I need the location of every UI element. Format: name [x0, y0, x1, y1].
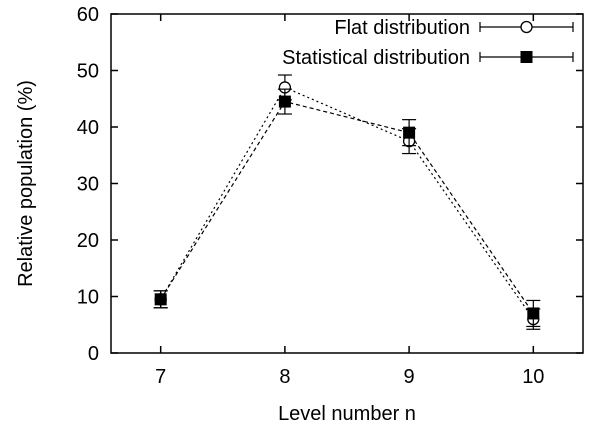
data-point-1-2: [403, 126, 416, 139]
series-statistical: [153, 88, 541, 328]
legend-label-flat: Flat distribution: [334, 17, 470, 39]
legend-marker-0: [520, 20, 533, 34]
x-tick-label-7: 7: [155, 366, 166, 388]
legend-label-statistical: Statistical distribution: [282, 47, 470, 69]
axis-ticks: [111, 13, 583, 354]
x-axis-title: Level number n: [278, 403, 416, 425]
x-tick-label-9: 9: [404, 366, 415, 388]
y-axis-title: Relative population (%): [15, 80, 37, 287]
y-tick-label-0: 0: [88, 343, 99, 365]
axis-tick-labels: 0 10 20 30 40 50 60 7 8 9 10: [77, 4, 545, 388]
y-tick-label-30: 30: [77, 174, 99, 196]
legend-marker-1: [520, 51, 533, 63]
legend: Flat distribution Statistical distributi…: [282, 17, 574, 69]
y-tick-label-50: 50: [77, 61, 99, 83]
data-point-1-1: [278, 95, 291, 108]
x-tick-label-8: 8: [279, 366, 290, 388]
series-flat: [153, 74, 541, 330]
y-tick-label-10: 10: [77, 287, 99, 309]
legend-sample-statistical: [479, 51, 574, 63]
legend-sample-flat: [479, 20, 574, 34]
series-line-1: [160, 100, 534, 314]
y-tick-label-60: 60: [77, 4, 99, 26]
series-layer: [153, 74, 541, 330]
series-line-0: [160, 86, 534, 320]
y-tick-label-20: 20: [77, 230, 99, 252]
data-point-1-3: [527, 307, 540, 320]
y-tick-label-40: 40: [77, 117, 99, 139]
data-point-1-0: [154, 293, 167, 306]
x-tick-label-10: 10: [522, 366, 544, 388]
